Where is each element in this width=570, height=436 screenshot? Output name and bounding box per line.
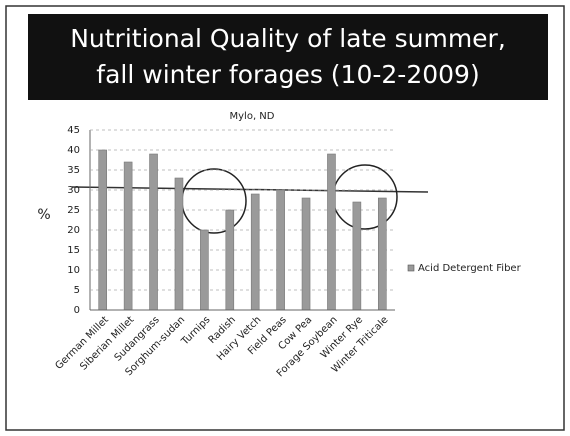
legend-swatch xyxy=(407,264,415,272)
title-banner xyxy=(28,14,548,100)
chart-title: fall winter forages (10-2-2009) xyxy=(96,60,479,89)
legend-label: Acid Detergent Fiber xyxy=(418,263,522,274)
chart-subtitle: Mylo, ND xyxy=(230,111,275,122)
bar xyxy=(327,153,336,311)
bar xyxy=(250,193,260,311)
y-tick-label: 30 xyxy=(67,185,80,196)
y-tick-label: 45 xyxy=(67,125,80,136)
y-tick-label: 0 xyxy=(74,305,80,316)
y-tick-label: 25 xyxy=(67,205,80,216)
bar xyxy=(174,177,184,311)
y-axis-label: % xyxy=(37,207,50,223)
bar xyxy=(276,189,285,311)
bar xyxy=(123,161,133,311)
bar xyxy=(200,229,209,311)
y-tick-label: 15 xyxy=(67,245,80,256)
y-tick-label: 40 xyxy=(67,145,80,156)
bar xyxy=(225,209,235,311)
bar xyxy=(352,201,362,311)
y-tick-label: 20 xyxy=(67,225,80,236)
bar xyxy=(98,149,108,311)
bar xyxy=(149,153,158,311)
y-tick-label: 5 xyxy=(74,285,80,296)
bar xyxy=(301,197,311,311)
bar xyxy=(377,197,387,311)
y-tick-label: 10 xyxy=(67,265,80,276)
chart-title: Nutritional Quality of late summer, xyxy=(70,24,506,53)
y-tick-label: 35 xyxy=(67,165,80,176)
